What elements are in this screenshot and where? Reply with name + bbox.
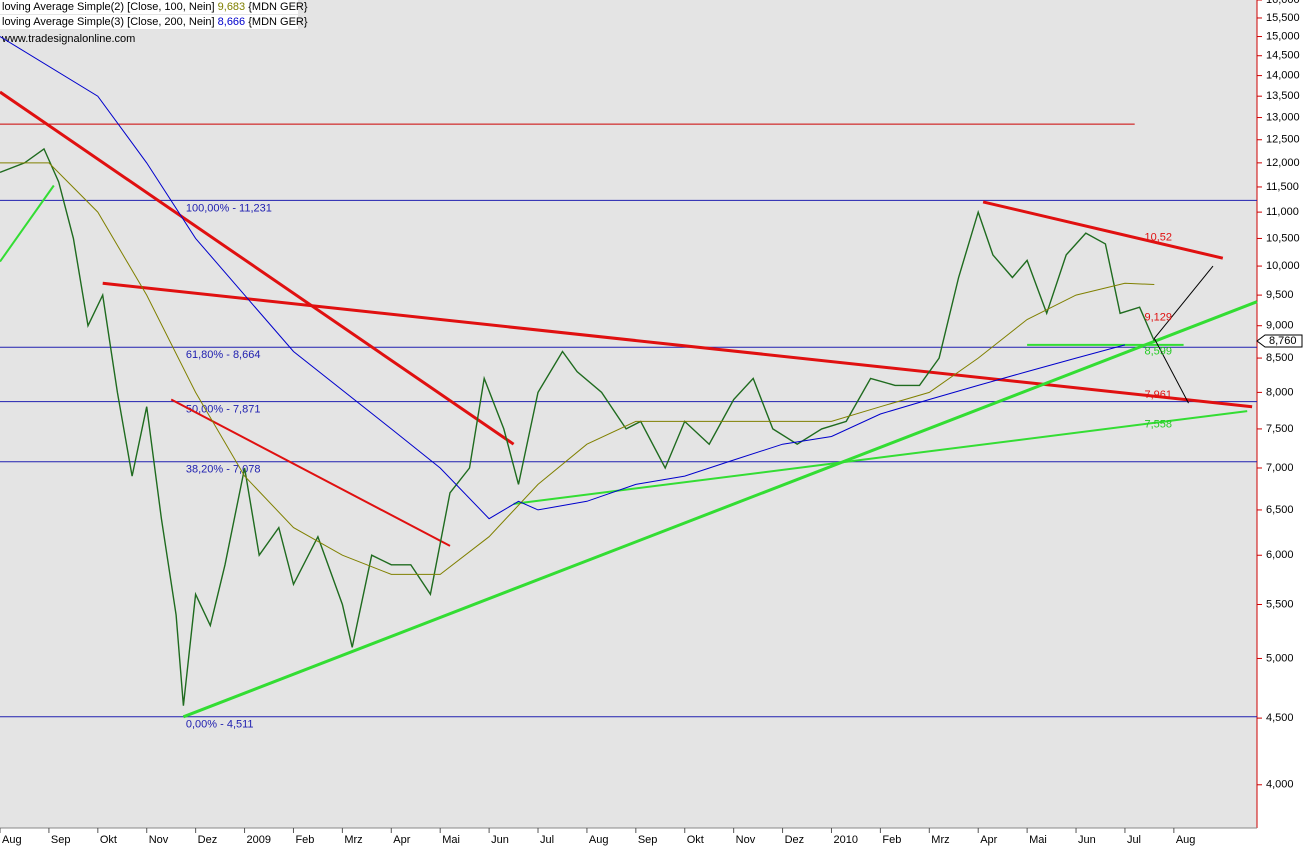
x-tick-label: Okt: [100, 834, 117, 846]
y-tick-label: 6,500: [1266, 504, 1294, 516]
y-tick-label: 15,000: [1266, 30, 1300, 42]
last-price-label: 8,760: [1269, 335, 1297, 347]
legend-part: 8,666: [218, 16, 246, 28]
legend-part: loving Average Simple(2) [Close, 100, Ne…: [2, 1, 215, 13]
x-tick-label: Dez: [198, 834, 218, 846]
annotation: 7,558: [1145, 418, 1173, 430]
trendline: [1153, 265, 1214, 339]
y-tick-label: 12,000: [1266, 157, 1300, 169]
legend-entry: loving Average Simple(2) [Close, 100, Ne…: [2, 1, 308, 13]
y-tick-label: 16,000: [1266, 0, 1300, 6]
x-tick-label: 2009: [247, 834, 271, 846]
y-tick-label: 14,000: [1266, 69, 1300, 81]
x-tick-label: Feb: [882, 834, 901, 846]
legend-entry: loving Average Simple(3) [Close, 200, Ne…: [2, 16, 308, 28]
x-tick-label: Okt: [687, 834, 704, 846]
x-tick-label: Mrz: [931, 834, 949, 846]
x-tick-label: Dez: [785, 834, 805, 846]
x-tick-label: Mrz: [344, 834, 362, 846]
y-tick-label: 6,000: [1266, 549, 1294, 561]
trendline: [102, 281, 1253, 409]
annotation: 9,129: [1145, 312, 1173, 324]
y-tick-label: 9,500: [1266, 289, 1294, 301]
y-tick-label: 14,500: [1266, 50, 1300, 62]
x-tick-label: Aug: [1176, 834, 1196, 846]
trendline: [1153, 338, 1189, 404]
y-tick-label: 11,000: [1266, 206, 1299, 218]
legend-part: 9,683: [218, 1, 246, 13]
y-tick-label: 13,500: [1266, 90, 1300, 102]
trendline: [982, 200, 1224, 260]
x-tick-label: Sep: [638, 834, 658, 846]
x-tick-label: Aug: [589, 834, 609, 846]
legend-bg: [0, 0, 298, 14]
legend-part: {MDN GER}: [248, 16, 308, 28]
y-tick-label: 15,500: [1266, 12, 1300, 24]
x-tick-label: 2010: [833, 834, 857, 846]
y-tick-label: 7,500: [1266, 423, 1294, 435]
x-tick-label: Sep: [51, 834, 71, 846]
series-line: [0, 36, 1126, 520]
x-tick-label: Jul: [540, 834, 554, 846]
x-tick-label: Apr: [393, 834, 410, 846]
x-tick-label: Nov: [149, 834, 169, 846]
x-tick-label: Jun: [1078, 834, 1096, 846]
x-tick-label: Jul: [1127, 834, 1141, 846]
y-tick-label: 5,000: [1266, 652, 1294, 664]
x-tick-label: Mai: [1029, 834, 1047, 846]
watermark: www.tradesignalonline.com: [1, 33, 135, 45]
y-tick-label: 7,000: [1266, 462, 1294, 474]
fib-label: 100,00% - 11,231: [186, 202, 272, 214]
plot-background: [0, 0, 1257, 828]
fib-label: 0,00% - 4,511: [186, 719, 254, 731]
legend-part: loving Average Simple(3) [Close, 200, Ne…: [2, 16, 215, 28]
series-line: [0, 162, 1155, 575]
trendline: [513, 410, 1248, 505]
y-tick-label: 5,500: [1266, 598, 1294, 610]
y-tick-label: 8,500: [1266, 352, 1294, 364]
annotation: 10,52: [1145, 231, 1173, 243]
trendline: [182, 300, 1258, 719]
annotation: 8,599: [1145, 345, 1173, 357]
legend-bg: [0, 15, 298, 29]
last-price-box: [1256, 334, 1303, 348]
annotation: 7,961: [1145, 389, 1173, 401]
fib-label: 38,20% - 7,078: [186, 464, 261, 476]
y-tick-label: 4,500: [1266, 712, 1294, 724]
y-tick-label: 8,000: [1266, 386, 1294, 398]
y-tick-label: 9,000: [1266, 320, 1294, 332]
x-tick-label: Aug: [2, 834, 22, 846]
series-line: [0, 147, 1155, 706]
y-tick-label: 4,000: [1266, 779, 1294, 791]
legend-part: {MDN GER}: [248, 1, 308, 13]
trendline: [170, 398, 451, 547]
trendline: [0, 184, 55, 263]
y-tick-label: 11,500: [1266, 181, 1299, 193]
fib-label: 61,80% - 8,664: [186, 349, 261, 361]
x-tick-label: Jun: [491, 834, 509, 846]
y-tick-label: 10,000: [1266, 260, 1300, 272]
y-tick-label: 12,500: [1266, 134, 1300, 146]
y-tick-label: 10,500: [1266, 232, 1300, 244]
x-tick-label: Mai: [442, 834, 460, 846]
x-tick-label: Apr: [980, 834, 997, 846]
x-tick-label: Feb: [295, 834, 314, 846]
trendline: [0, 90, 515, 446]
y-tick-label: 13,000: [1266, 111, 1300, 123]
x-tick-label: Nov: [736, 834, 756, 846]
fib-label: 50,00% - 7,871: [186, 404, 261, 416]
